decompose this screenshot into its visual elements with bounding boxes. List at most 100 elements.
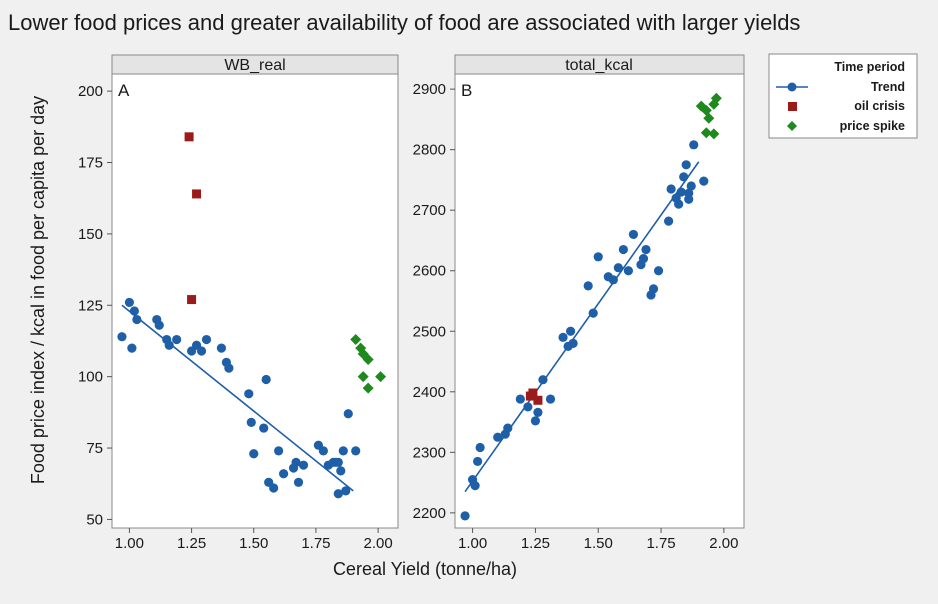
panel-a-point-trend [201,334,212,345]
panel-a-point-price-spike [362,354,374,366]
panel-a-point-oil-crisis [192,189,202,199]
panel-b-x-tick-label: 1.00 [458,535,487,552]
panel-b-point-price-spike [703,112,715,124]
x-axis-label: Cereal Yield (tonne/ha) [333,559,517,579]
panel-a-point-trend [244,389,254,399]
panel-a-point-oil-crisis [187,295,197,305]
panel-a-letter: A [118,81,130,100]
panel-b-point-trend [593,252,603,262]
panel-b-point-trend [689,140,699,150]
panel-a-y-tick-label: 50 [86,511,103,528]
panel-b-y-axis: 2200 2300 2400 2500 2600 2700 2800 2900 [413,81,455,522]
panel-b-point-trend [583,281,593,291]
panel-b-y-tick-label: 2900 [413,81,446,98]
panel-b-point-trend [613,263,623,273]
panel-a-strip-label: WB_real [224,57,285,74]
panel-b-y-tick-label: 2800 [413,142,446,159]
panel-a-x-tick-label: 1.25 [177,535,206,552]
panel-b-strip-label: total_kcal [565,57,633,74]
panel-b-point-trend [679,172,689,182]
panel-a-x-tick-label: 1.75 [301,535,330,552]
panel-b-point-trend [545,394,556,404]
panel-a-point-trend [216,343,227,353]
panel-b-y-tick-label: 2600 [413,263,446,280]
panel-a-point-trend [293,477,304,487]
panel-b-point-trend [538,375,548,385]
panel-a-y-tick-label: 200 [78,83,103,100]
panel-b-point-price-spike [708,128,720,140]
panel-b-point-trend [623,266,634,276]
panel-b-marks [460,92,722,521]
panel-a-x-tick-label: 1.50 [239,535,268,552]
panel-b-point-trend [641,244,651,255]
panel-a-point-trend [341,486,351,496]
panel-b-point-price-spike [700,127,712,139]
legend-trend-marker [787,82,797,92]
legend-oil-crisis-marker [788,102,797,111]
panel-b-point-trend [558,332,568,342]
panel-b-point-trend [684,194,694,204]
panel-a-point-trend [246,417,256,427]
panel-b-point-trend [681,160,691,170]
panel-a-point-trend [129,306,139,316]
panel-b-point-trend [588,308,598,318]
panel-b-x-tick-label: 1.75 [646,535,675,552]
panel-b-point-trend [674,199,684,209]
panel-b-point-trend [638,254,649,264]
panel-b-x-tick-label: 1.50 [584,535,613,552]
panel-a-point-trend [249,449,259,459]
panel-b-y-tick-label: 2700 [413,202,446,219]
panel-a-y-tick-label: 175 [78,155,103,172]
panel-b-point-oil-crisis [528,388,538,398]
legend-oil-crisis-label: oil crisis [854,99,905,113]
panel-a-point-trend [291,457,301,467]
panel-b-letter: B [461,81,472,100]
panel-a-point-trend [333,457,343,467]
panel-b-point-trend [493,432,503,442]
y-axis-label: Food price index / kcal in food per capi… [28,96,48,484]
panel-b-point-trend [503,423,513,433]
legend-title: Time period [834,60,905,74]
panel-a-point-trend [336,466,346,476]
panel-b-point-trend [460,511,470,521]
panel-b-x-axis: 1.00 1.25 1.50 1.75 2.00 [458,528,738,552]
panel-a-x-tick-label: 2.00 [364,535,393,552]
panel-b-point-trend [686,181,696,191]
panel-a-y-tick-label: 75 [86,440,103,457]
panel-a-point-trend [196,346,207,356]
panel-a-point-trend [279,469,289,479]
panel-a-point-oil-crisis [184,132,194,142]
panel-b-point-trend [473,456,483,467]
panel-a-point-trend [333,489,343,499]
panel-a-point-price-spike [357,371,369,383]
panel-a-point-trend [154,320,164,330]
panel-a-point-trend [274,446,284,456]
panel-a-x-axis: 1.00 1.25 1.50 1.75 2.00 [115,528,393,552]
panel-a-y-tick-label: 125 [78,297,103,314]
legend-trend-label: Trend [871,80,905,94]
panel-a-point-trend [261,374,271,385]
panel-a-point-trend [124,297,135,308]
panel-a-y-tick-label: 100 [78,369,103,386]
panel-b-point-trend [515,394,525,404]
panel-b-point-trend [566,326,576,336]
panel-a-point-trend [343,409,353,419]
panel-a-marks [117,132,387,499]
panel-a-plot-area [111,73,399,529]
panel-a-point-trend [164,340,174,350]
panel-b-x-tick-label: 1.25 [521,535,550,552]
legend-price-spike-marker [787,121,797,131]
panel-b-x-tick-label: 2.00 [709,535,738,552]
panel-b-point-trend [676,187,686,197]
panel-b-point-oil-crisis [533,395,543,405]
panel-b-point-trend [530,416,541,426]
panel-a-point-trend [132,314,142,325]
panel-a-point-price-spike [375,371,387,383]
chart-title: Lower food prices and greater availabili… [8,10,800,35]
panel-a-y-axis: 50 75 100 125 150 175 200 [78,83,112,528]
panel-a-y-tick-label: 150 [78,226,103,243]
panel-a-point-trend [269,483,279,493]
panel-a-point-trend [351,446,361,456]
legend-price-spike-label: price spike [840,119,905,133]
